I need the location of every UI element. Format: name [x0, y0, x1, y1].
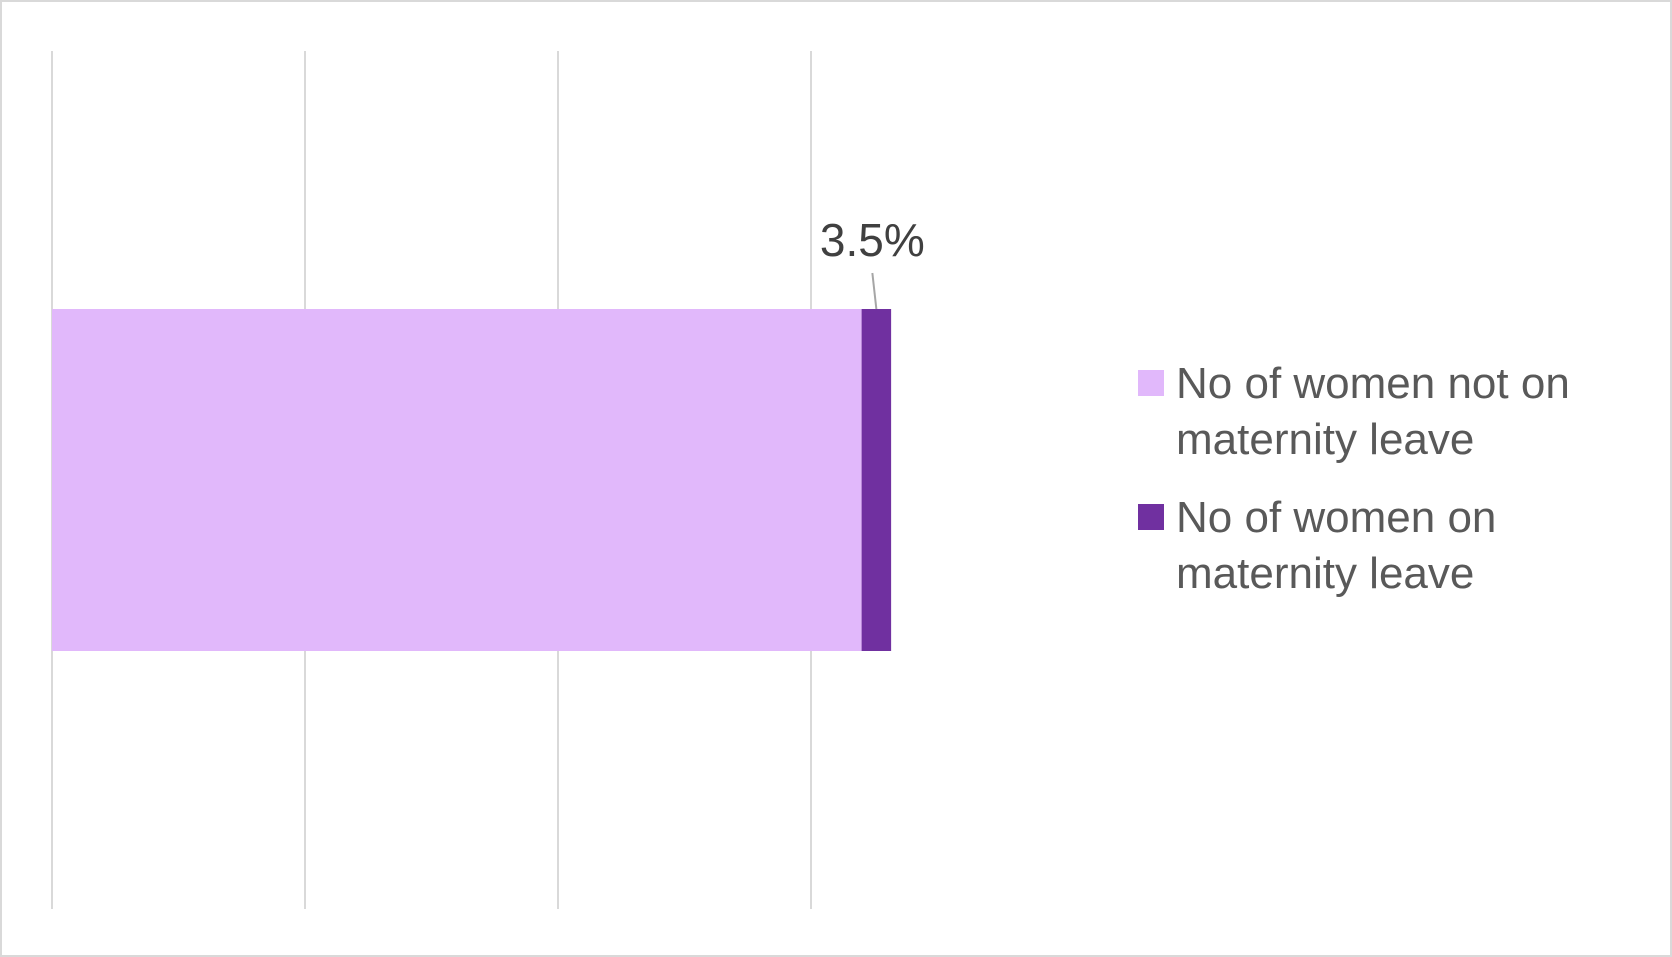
data-label-leader-line [871, 272, 878, 310]
bar-segment-not-on-maternity-leave [52, 309, 862, 651]
data-labels: 3.5% [820, 214, 925, 310]
bar-series [52, 309, 892, 651]
legend-item-not-on-maternity-leave: No of women not on maternity leave [1138, 356, 1658, 468]
legend-swatch-on-maternity-leave [1138, 504, 1164, 530]
legend-item-on-maternity-leave: No of women on maternity leave [1138, 490, 1658, 602]
legend-label-not-on-maternity-leave: No of women not on maternity leave [1176, 359, 1570, 464]
legend-label-on-maternity-leave: No of women on maternity leave [1176, 493, 1497, 598]
data-label-on-maternity-leave: 3.5% [820, 214, 925, 266]
legend: No of women not on maternity leave No of… [1138, 356, 1658, 624]
bar-segment-on-maternity-leave [861, 309, 892, 651]
legend-swatch-not-on-maternity-leave [1138, 370, 1164, 396]
stacked-bar-chart: 3.5% [51, 51, 925, 909]
